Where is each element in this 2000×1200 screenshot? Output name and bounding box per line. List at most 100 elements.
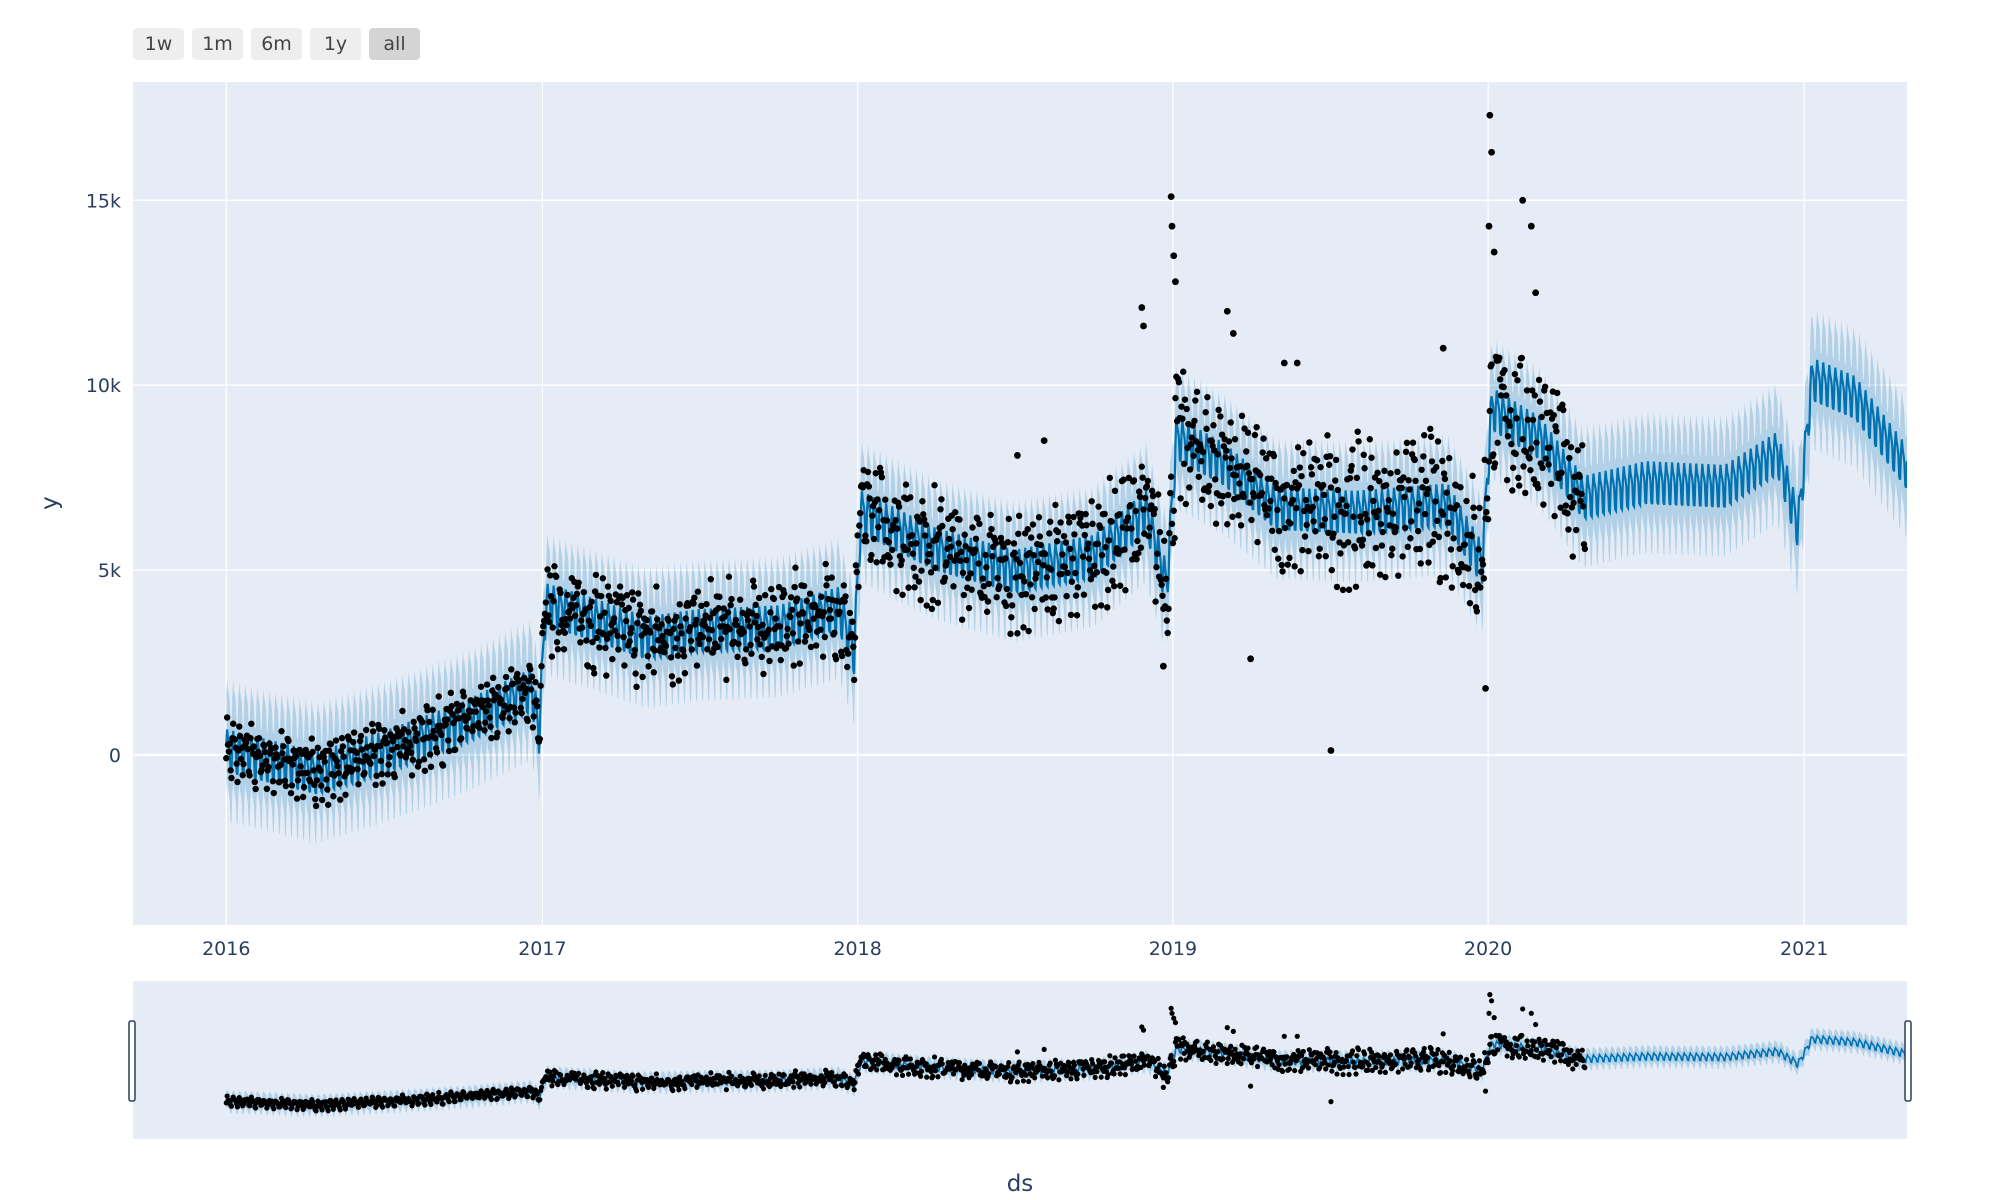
actual-point [1281,524,1289,532]
actual-point [1560,406,1567,414]
actual-point [1223,447,1230,454]
actual-point [236,723,243,730]
actual-point [1065,513,1072,520]
actual-point [408,772,416,779]
actual-point [1479,561,1487,568]
rangeslider-actual-point [808,1081,814,1087]
actual-point [359,758,366,765]
actual-point [1365,529,1373,537]
rangeslider-actual-point [959,1076,965,1083]
rangeslider-actual-point [1014,1049,1021,1055]
rangeslider-actual-point [1349,1048,1356,1054]
actual-point [1042,594,1050,601]
rangeslider-actual-point [632,1082,638,1088]
actual-point [1563,439,1570,446]
rangeslider-actual-point [1329,1068,1335,1074]
range-button-1m[interactable]: 1m [192,28,243,60]
actual-point [1424,485,1431,493]
actual-point [561,629,569,636]
actual-point [1283,481,1291,489]
actual-point [984,598,992,605]
actual-point [949,526,956,533]
actual-point [233,760,240,767]
actual-point [1358,542,1366,549]
rangeslider-actual-point [756,1073,762,1079]
rangeslider-actual-point [1450,1067,1456,1074]
actual-point [599,575,607,582]
actual-point [261,748,269,756]
actual-point [742,660,749,667]
actual-point [1388,551,1395,559]
actual-point [1166,529,1173,537]
range-button-all[interactable]: all [369,28,420,60]
rangeslider-actual-point [723,1087,729,1093]
actual-point [1254,538,1261,546]
rangeslider-actual-point [253,1105,259,1111]
actual-point [1146,524,1153,531]
actual-point [1428,458,1436,465]
x-gridlines [225,82,1805,925]
y-axis-ticks: 0 5k 10k 15k [86,190,121,767]
actual-point [477,683,485,690]
actual-point [958,548,965,556]
actual-point [1136,493,1144,501]
plot-area[interactable] [133,82,1907,925]
actual-point [981,593,988,601]
actual-point [957,557,964,564]
actual-point [288,782,296,789]
actual-point [941,574,949,582]
rangeslider-actual-point [537,1097,543,1103]
actual-point [1168,520,1176,528]
actual-point [262,758,270,765]
actual-point [532,678,539,686]
actual-point [355,781,362,788]
actual-point [481,727,488,734]
actual-point [426,751,434,758]
y-axis-title: y [37,496,63,510]
rangeslider-right-handle[interactable] [1904,1020,1912,1102]
rangeslider-actual-point [905,1071,912,1077]
x-axis-title: ds [1007,1171,1034,1197]
range-button-6m[interactable]: 6m [251,28,302,60]
actual-point [746,623,753,630]
range-button-1w[interactable]: 1w [133,28,184,60]
actual-point [350,738,357,746]
actual-point [1265,505,1272,512]
rangeslider-actual-point [1286,1066,1293,1072]
actual-point [921,532,929,539]
actual-point [1536,398,1544,405]
actual-point [1072,592,1080,599]
rangeslider-actual-point [1052,1057,1059,1063]
actual-point [521,674,528,682]
rangeslider-actual-point [234,1104,241,1110]
actual-point [1437,574,1444,582]
actual-point [1324,432,1331,439]
rangeslider-actual-point [956,1060,963,1066]
rangeslider-actual-point [1006,1059,1012,1066]
actual-point [1267,497,1274,505]
actual-point [1576,473,1583,480]
actual-point [1359,536,1367,543]
actual-point [343,769,350,777]
actual-point [511,719,518,726]
actual-point [1402,524,1409,532]
rangeslider-actual-point [1194,1038,1200,1044]
actual-point [1476,504,1483,512]
rangeslider-actual-point [935,1074,941,1080]
range-button-1y[interactable]: 1y [310,28,361,60]
actual-point [354,765,361,773]
rangeslider-actual-point [1404,1047,1410,1053]
rangeslider-actual-point [842,1073,849,1079]
rangeslider-left-handle[interactable] [128,1020,136,1102]
rangeslider-actual-point [1524,1038,1530,1044]
actual-point [1071,531,1078,538]
actual-point [727,601,734,609]
actual-point [1508,440,1515,448]
rangeslider-actual-point [1446,1049,1452,1055]
rangeslider-actual-point [248,1094,254,1100]
actual-point [1364,516,1371,523]
actual-point [633,683,640,690]
actual-point [1526,455,1533,462]
actual-point [1513,415,1520,422]
actual-point [1423,490,1430,498]
